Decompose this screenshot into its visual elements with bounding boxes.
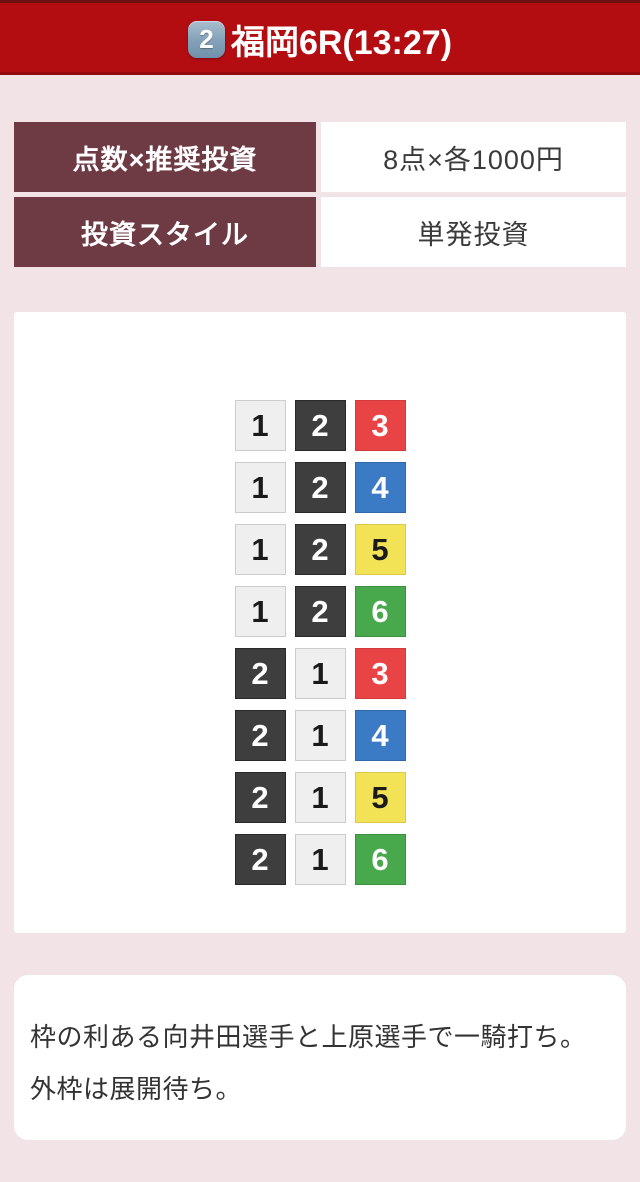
- info-row-style: 投資スタイル 単発投資: [14, 197, 626, 267]
- bet-cell-boat-4: 4: [354, 462, 406, 513]
- bet-cell-boat-5: 5: [354, 772, 406, 823]
- bet-cell-boat-6: 6: [354, 834, 406, 885]
- bet-cell-boat-6: 6: [354, 586, 406, 637]
- info-label-points: 点数×推奨投資: [14, 122, 316, 192]
- bet-cell-boat-2: 2: [234, 834, 286, 885]
- race-header: 2 福岡6R(13:27): [0, 0, 640, 75]
- info-value-points: 8点×各1000円: [321, 122, 626, 192]
- comment-panel: 枠の利ある向井田選手と上原選手で一騎打ち。外枠は展開待ち。: [14, 975, 626, 1140]
- bet-cell-boat-2: 2: [294, 400, 346, 451]
- bet-cell-boat-1: 1: [294, 710, 346, 761]
- race-number-badge: 2: [187, 20, 225, 58]
- bet-cell-boat-3: 3: [354, 400, 406, 451]
- bet-cell-boat-1: 1: [294, 772, 346, 823]
- info-label-style: 投資スタイル: [14, 197, 316, 267]
- info-value-style: 単発投資: [321, 197, 626, 267]
- race-title: 福岡6R(13:27): [230, 23, 453, 62]
- bet-cell-boat-2: 2: [294, 462, 346, 513]
- bet-cell-boat-4: 4: [354, 710, 406, 761]
- bet-cell-boat-1: 1: [294, 648, 346, 699]
- bet-cell-boat-1: 1: [234, 524, 286, 575]
- bet-cell-boat-1: 1: [234, 586, 286, 637]
- bet-cell-boat-2: 2: [294, 524, 346, 575]
- bet-cell-boat-1: 1: [234, 400, 286, 451]
- bet-cell-boat-2: 2: [234, 710, 286, 761]
- bet-cell-boat-2: 2: [234, 648, 286, 699]
- info-table: 点数×推奨投資 8点×各1000円 投資スタイル 単発投資: [14, 122, 626, 267]
- comment-text: 枠の利ある向井田選手と上原選手で一騎打ち。外枠は展開待ち。: [30, 1022, 587, 1104]
- bet-cell-boat-3: 3: [354, 648, 406, 699]
- bet-cell-boat-2: 2: [234, 772, 286, 823]
- bet-cell-boat-1: 1: [234, 462, 286, 513]
- bet-cell-boat-5: 5: [354, 524, 406, 575]
- bet-cell-boat-2: 2: [294, 586, 346, 637]
- info-row-points: 点数×推奨投資 8点×各1000円: [14, 122, 626, 192]
- bet-cell-boat-1: 1: [294, 834, 346, 885]
